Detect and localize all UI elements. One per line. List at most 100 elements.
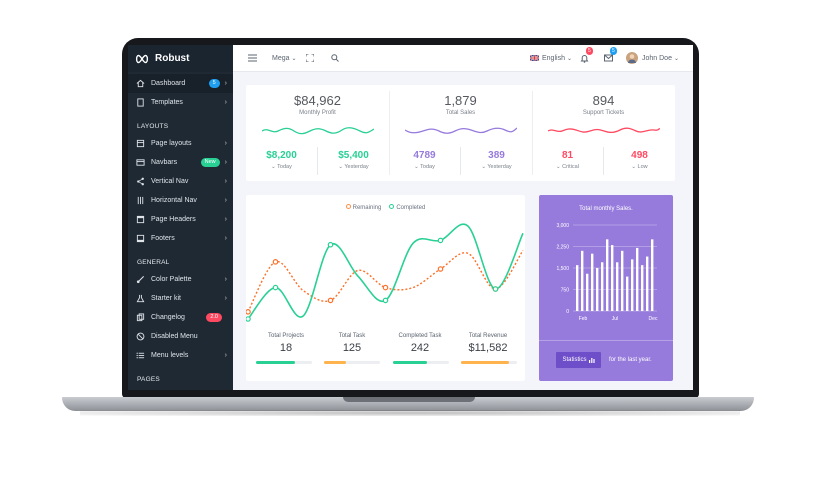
- stat-support-tickets: 894 Support Tickets 81 ⌄ Critical 498 ⌄ …: [532, 85, 675, 181]
- sidebar-item-starter-kit[interactable]: Starter kit ›: [128, 289, 233, 308]
- sidebar-item-templates[interactable]: Templates ›: [128, 93, 233, 112]
- stat-left-label-text: Today: [277, 164, 292, 170]
- sidebar-item-label: Color Palette: [151, 276, 192, 283]
- y-tick-label: 2,250: [556, 244, 569, 250]
- y-tick-label: 3,000: [556, 223, 569, 229]
- statistics-button-label: Statistics: [562, 357, 587, 363]
- sidebar-item-disabled-menu[interactable]: Disabled Menu: [128, 327, 233, 346]
- flask-icon: [136, 294, 145, 303]
- chevron-right-icon: ›: [224, 295, 227, 302]
- search-button[interactable]: [331, 54, 339, 62]
- navbar-icon: [136, 159, 145, 166]
- sidebar-item-horizontal-nav[interactable]: Horizontal Nav ›: [128, 191, 233, 210]
- stat-right-label: ⌄ Yesterday: [461, 164, 532, 170]
- stat-right-label-text: Yesterday: [344, 164, 369, 170]
- language-label: English: [542, 54, 565, 62]
- chevron-down-icon: ⌄: [566, 55, 572, 62]
- sidebar-item-navbars[interactable]: Navbars New ›: [128, 153, 233, 172]
- stat-left-value: 81: [561, 150, 574, 161]
- caret-down-icon: ⌄: [414, 164, 421, 170]
- progress-bar: [324, 361, 380, 364]
- mega-menu[interactable]: Mega ⌄: [272, 55, 297, 62]
- legend-completed[interactable]: Completed: [389, 204, 425, 211]
- stat-left-label-text: Critical: [562, 164, 579, 170]
- stat-monthly-profit: $84,962 Monthly Profit $8,200 ⌄ Today $5…: [246, 85, 389, 181]
- bar: [586, 273, 589, 311]
- data-point-remaining: [272, 259, 279, 265]
- sidebar-item-dashboard[interactable]: Dashboard 5 ›: [128, 74, 233, 93]
- sidebar-item-page-headers[interactable]: Page Headers ›: [128, 210, 233, 229]
- home-icon: [136, 79, 145, 88]
- data-point-completed: [437, 237, 444, 244]
- brand-name: Robust: [155, 53, 190, 64]
- sidebar-item-footers[interactable]: Footers ›: [128, 229, 233, 248]
- data-point-remaining: [382, 284, 389, 291]
- legend-remaining[interactable]: Remaining: [345, 204, 381, 211]
- x-tick-label: Jul: [612, 316, 618, 322]
- mega-label: Mega: [272, 54, 290, 62]
- messages-button[interactable]: 5: [604, 47, 617, 62]
- changelog-badge: 2.0: [206, 313, 222, 322]
- expand-icon: [306, 54, 314, 62]
- caret-down-icon: ⌄: [556, 164, 563, 170]
- dashboard-badge: 5: [208, 79, 220, 88]
- notifications-badge: 5: [586, 46, 593, 55]
- sidebar-item-vertical-nav[interactable]: Vertical Nav ›: [128, 172, 233, 191]
- stat-label: Monthly Profit: [299, 110, 336, 116]
- bar: [631, 259, 634, 311]
- sidebar-item-label: Starter kit: [151, 295, 181, 302]
- brand[interactable]: Robust: [128, 45, 233, 72]
- stat-value: $84,962: [294, 93, 341, 108]
- projects-chart-card: Remaining Completed Total Projects 18 To…: [246, 195, 525, 381]
- sidebar-item-menu-levels[interactable]: Menu levels ›: [128, 346, 233, 365]
- stat-label: Total Sales: [445, 110, 476, 116]
- data-point-completed: [327, 241, 334, 248]
- progress-bar: [256, 361, 312, 364]
- sidebar-item-label: Dashboard: [151, 80, 186, 87]
- completed-task: Completed Task 242: [387, 333, 453, 354]
- menu-toggle[interactable]: [248, 54, 257, 62]
- bar-chart-icon: [588, 357, 595, 363]
- bar-chart: 3,000 2,250 1,500 750 0 Feb Jul Dec: [556, 223, 657, 322]
- language-dropdown[interactable]: English ⌄: [530, 55, 572, 62]
- fullscreen-button[interactable]: [306, 54, 314, 62]
- stat-right-value: $5,400: [338, 150, 369, 161]
- bell-icon: [580, 54, 589, 63]
- sidebar-item-page-layouts[interactable]: Page layouts ›: [128, 134, 233, 153]
- user-menu[interactable]: John Doe ⌄: [626, 52, 679, 64]
- stat-right-label-text: Low: [637, 164, 648, 170]
- chart-legend: Remaining Completed: [246, 204, 525, 211]
- statistics-button[interactable]: Statistics: [556, 352, 601, 368]
- chevron-right-icon: ›: [224, 159, 227, 166]
- stat-left-label: ⌄ Today: [246, 164, 317, 170]
- user-name: John Doe: [642, 54, 672, 62]
- laptop-base: [62, 397, 754, 411]
- bar: [596, 268, 599, 311]
- sidebar-item-color-palette[interactable]: Color Palette ›: [128, 270, 233, 289]
- data-point-completed: [492, 286, 499, 292]
- brush-icon: [136, 275, 145, 284]
- sidebar-item-changelog[interactable]: Changelog 2.0: [128, 308, 233, 327]
- section-title-general: GENERAL: [137, 259, 170, 266]
- y-tick-label: 0: [566, 309, 569, 315]
- bar: [601, 262, 604, 311]
- stat-left-value: $8,200: [266, 150, 297, 161]
- sidebar-item-label: Templates: [151, 99, 183, 106]
- stat-value: 894: [592, 93, 615, 108]
- notifications-button[interactable]: 5: [580, 46, 593, 63]
- template-icon: [137, 98, 144, 107]
- divider: [532, 91, 533, 175]
- progress-bar: [461, 361, 517, 364]
- avatar: [626, 52, 638, 64]
- progress-fill: [461, 361, 509, 364]
- chevron-right-icon: ›: [224, 80, 227, 87]
- y-tick-label: 750: [561, 287, 570, 293]
- total-label: Total Revenue: [468, 333, 508, 339]
- line-chart: [246, 223, 524, 322]
- legend-label: Completed: [396, 205, 426, 211]
- chevron-down-icon: ⌄: [291, 55, 297, 62]
- laptop-shadow: [80, 410, 740, 416]
- total-label: Total Task: [338, 333, 366, 339]
- chevron-right-icon: ›: [224, 99, 227, 106]
- infinity-logo-icon: [135, 54, 149, 63]
